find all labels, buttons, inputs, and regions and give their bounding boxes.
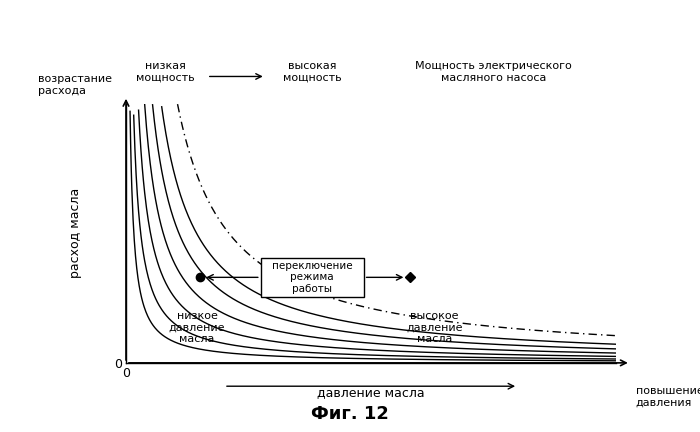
- Text: Мощность электрического
масляного насоса: Мощность электрического масляного насоса: [415, 61, 572, 83]
- Text: высокая
мощность: высокая мощность: [283, 61, 342, 83]
- Text: низкая
мощность: низкая мощность: [136, 61, 195, 83]
- Text: переключение
режима
работы: переключение режима работы: [272, 261, 353, 294]
- Text: низкое
давление
масла: низкое давление масла: [169, 311, 225, 344]
- FancyBboxPatch shape: [260, 258, 364, 297]
- Text: Фиг. 12: Фиг. 12: [311, 405, 389, 423]
- Text: повышение
давления: повышение давления: [636, 386, 700, 408]
- Text: высокое
давление
масла: высокое давление масла: [407, 311, 463, 344]
- Text: давление масла: давление масла: [317, 386, 425, 399]
- Text: возрастание
расхода: возрастание расхода: [38, 74, 112, 96]
- Text: расход масла: расход масла: [69, 188, 82, 278]
